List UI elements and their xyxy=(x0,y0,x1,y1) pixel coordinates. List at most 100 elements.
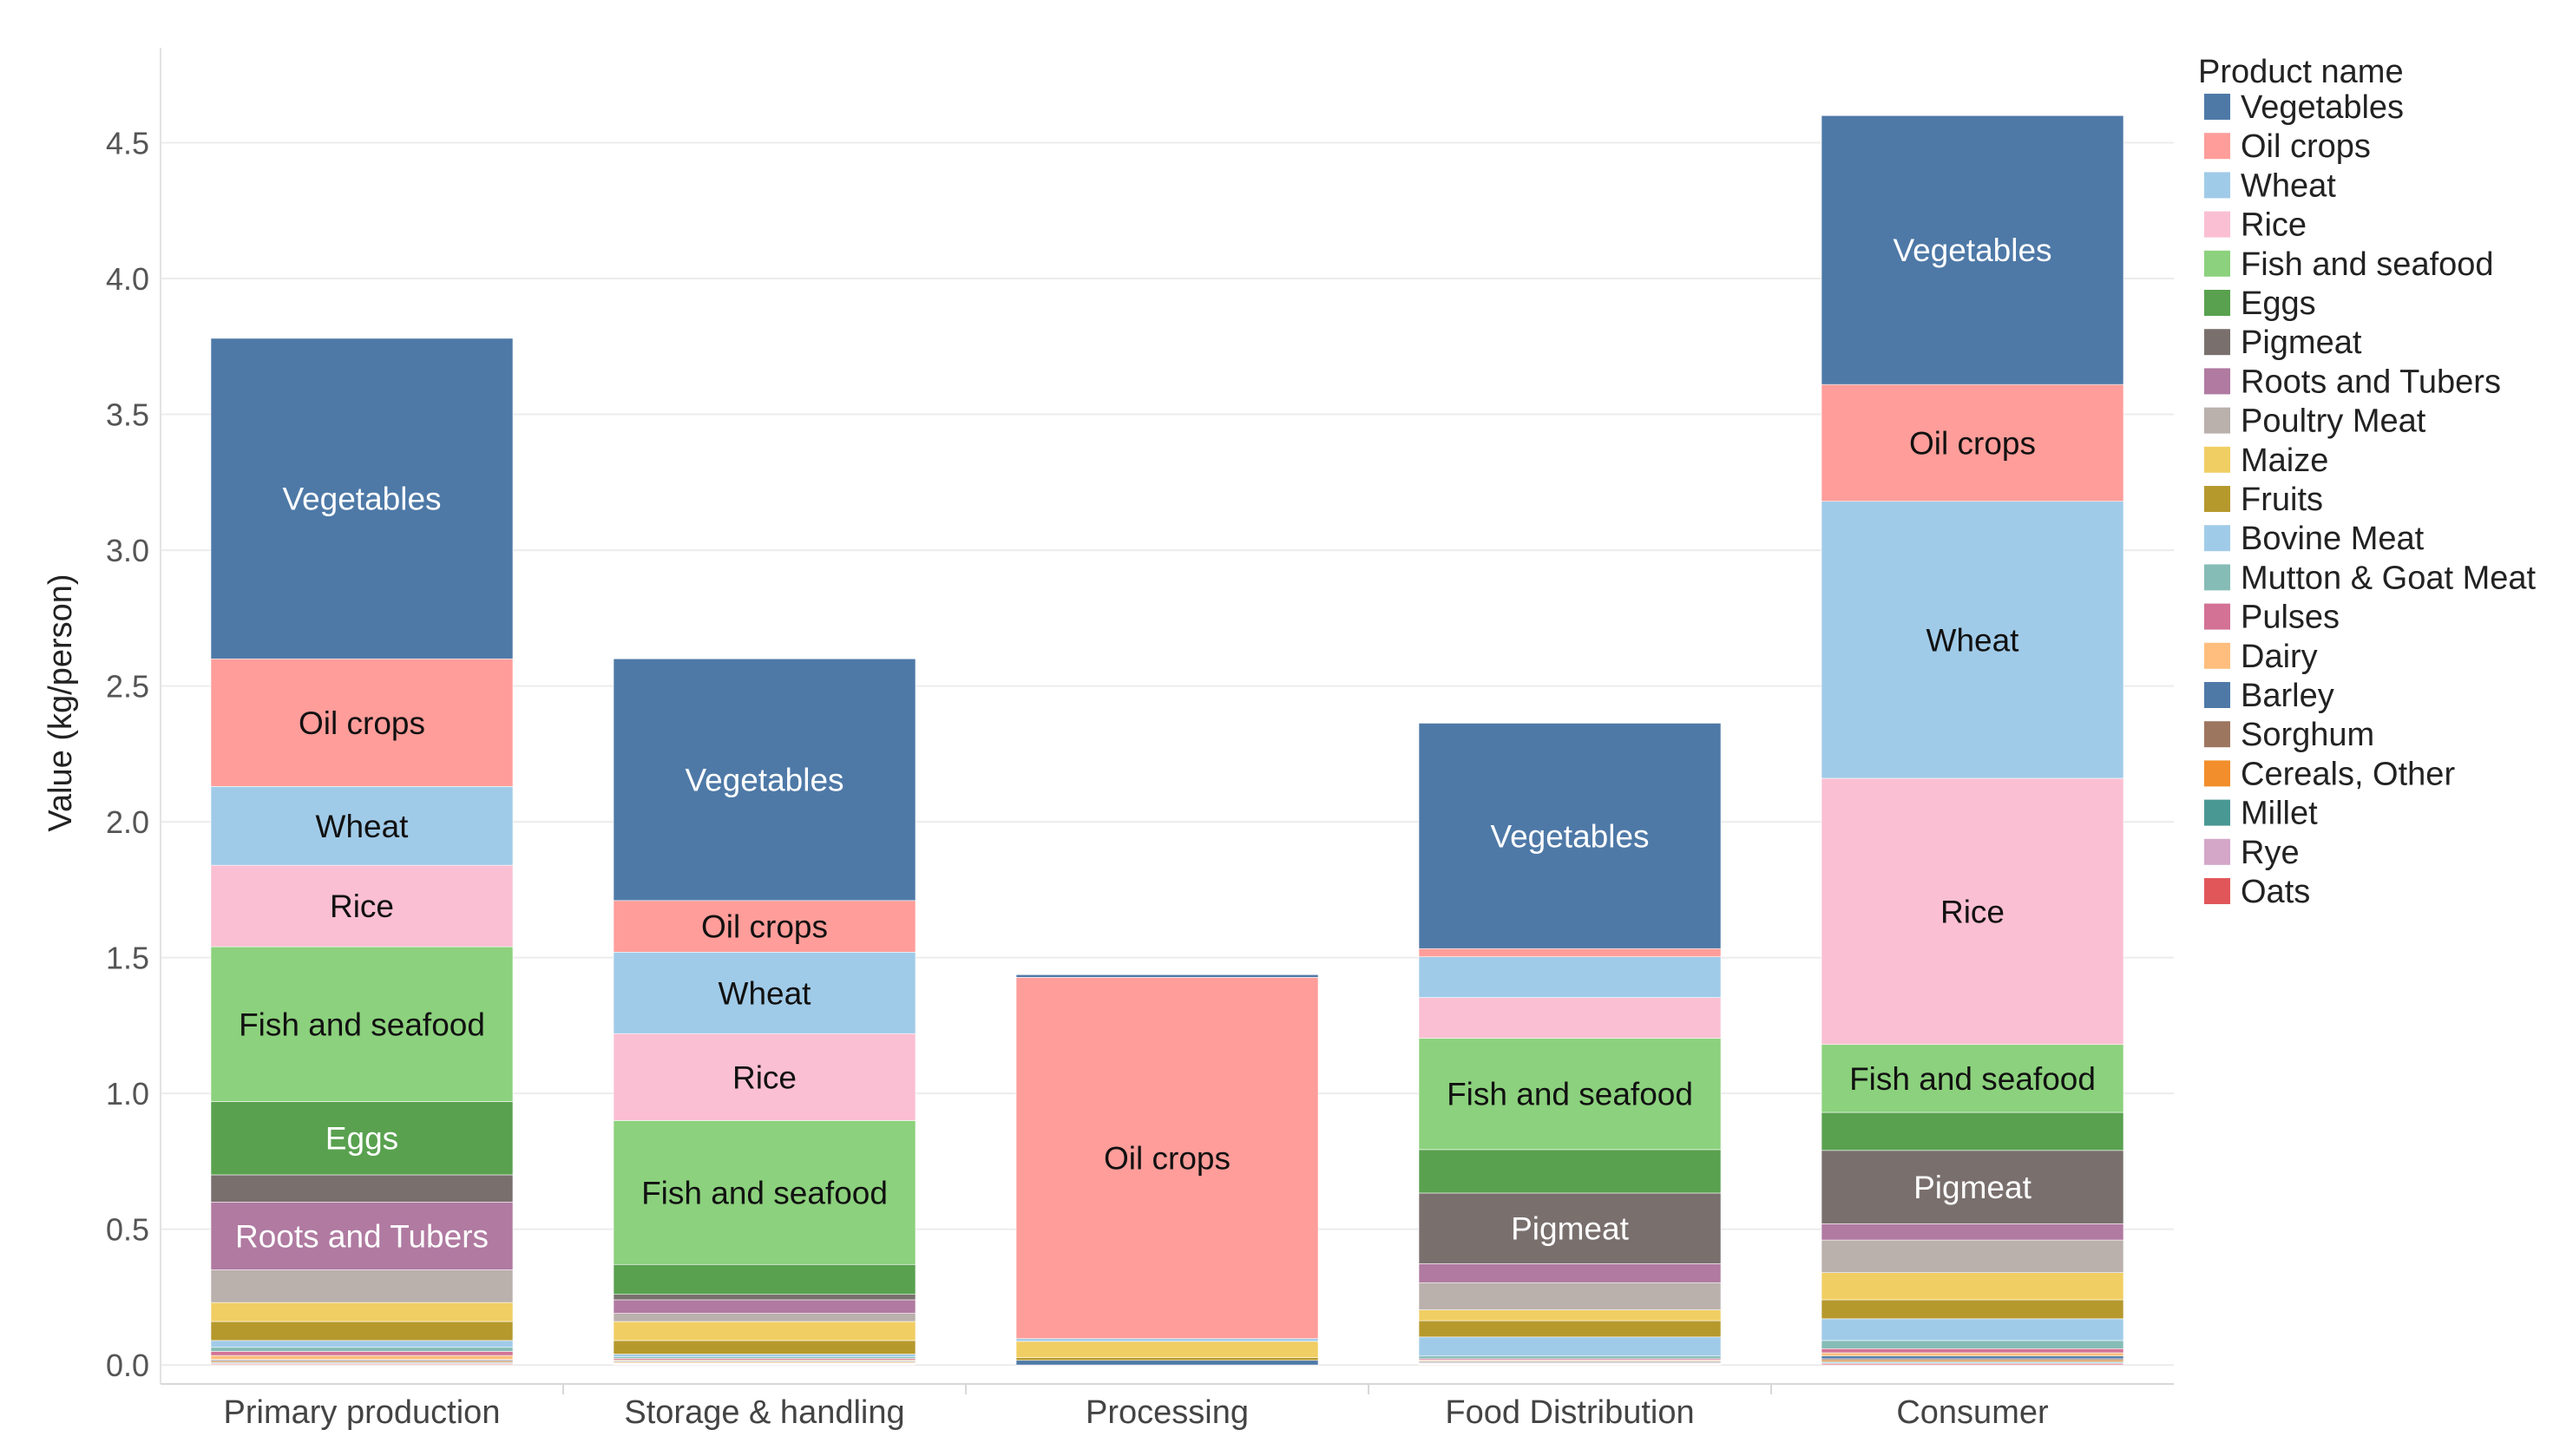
bar-segment-consumer-barley xyxy=(1821,1355,2124,1360)
bar-segment-processing-oil-crops xyxy=(1015,977,1319,1340)
bar-segment-consumer-bovine-meat xyxy=(1821,1318,2124,1341)
legend-label-roots-and-tubers: Roots and Tubers xyxy=(2241,364,2501,400)
legend-swatch-vegetables xyxy=(2204,94,2230,120)
segment-label: Wheat xyxy=(719,975,812,1011)
bar-segment-primary-production-fruits xyxy=(210,1321,514,1341)
legend-title: Product name xyxy=(2198,54,2404,90)
bar-segment-primary-production-maize xyxy=(210,1302,514,1322)
legend-swatch-barley xyxy=(2204,682,2230,708)
bar-segment-processing-barley xyxy=(1015,1360,1319,1366)
segment-label: Rice xyxy=(1940,894,2005,929)
bar-segment-primary-production-poultry-meat xyxy=(210,1269,514,1303)
segment-label: Fish and seafood xyxy=(641,1175,888,1210)
bar-segment-consumer-poultry-meat xyxy=(1821,1239,2124,1273)
bar-segment-food-distribution-oil-crops xyxy=(1418,948,1722,957)
segment-label: Vegetables xyxy=(1490,818,1649,854)
legend-swatch-roots-and-tubers xyxy=(2204,368,2230,395)
bar-segment-primary-production-fish-and-seafood xyxy=(210,946,514,1102)
legend-label-fruits: Fruits xyxy=(2241,482,2323,518)
legend-label-mutton-goat-meat: Mutton & Goat Meat xyxy=(2241,560,2536,596)
bar-segment-consumer-vegetables xyxy=(1821,115,2124,385)
legend-label-bovine-meat: Bovine Meat xyxy=(2241,521,2425,557)
segment-label: Wheat xyxy=(1926,622,2020,658)
bar-segment-processing-wheat xyxy=(1015,1338,1319,1342)
bar-segment-food-distribution-rice xyxy=(1418,997,1722,1039)
bar-segment-primary-production-dairy xyxy=(210,1354,514,1361)
bar-segment-primary-production-oil-crops xyxy=(210,658,514,787)
legend-swatch-oil-crops xyxy=(2204,133,2230,160)
segment-label: Pigmeat xyxy=(1913,1170,2031,1205)
legend-label-dairy: Dairy xyxy=(2241,639,2318,675)
bar-segment-primary-production-vegetables xyxy=(210,338,514,659)
legend-swatch-pulses xyxy=(2204,603,2230,630)
bar-segment-primary-production-pulses xyxy=(210,1351,514,1356)
segment-label: Oil crops xyxy=(299,705,425,741)
segment-label: Vegetables xyxy=(1893,233,2051,268)
legend-label-barley: Barley xyxy=(2241,678,2334,714)
segment-label: Fish and seafood xyxy=(1447,1077,1693,1112)
y-tick-label: 0.5 xyxy=(106,1212,149,1248)
legend-label-wheat: Wheat xyxy=(2241,167,2336,204)
legend-swatch-sorghum xyxy=(2204,721,2230,748)
bar-segment-consumer-oil-crops xyxy=(1821,384,2124,502)
bar-segment-food-distribution-vegetables xyxy=(1418,723,1722,949)
legend-swatch-pigmeat xyxy=(2204,329,2230,356)
legend-label-vegetables: Vegetables xyxy=(2241,89,2404,126)
bar-segment-consumer-maize xyxy=(1821,1272,2124,1301)
axis-layer: 0.0 0.5 1.0 1.5 2.0 2.5 3.0 3.5 4.0 4.5 xyxy=(106,48,161,1384)
bar-segment-storage-handling-fruits xyxy=(613,1340,916,1354)
y-tick-label: 2.5 xyxy=(106,669,149,705)
bar-segment-food-distribution-roots-and-tubers xyxy=(1418,1263,1722,1283)
bar-segment-storage-handling-vegetables xyxy=(613,658,916,902)
legend-swatch-rice xyxy=(2204,211,2230,238)
legend-swatch-rye xyxy=(2204,838,2230,865)
legend-label-pulses: Pulses xyxy=(2241,600,2340,636)
x-tick-label: Storage & handling xyxy=(624,1394,904,1431)
y-tick-label: 3.5 xyxy=(106,397,149,433)
segment-label: Wheat xyxy=(316,809,410,844)
bar-segment-food-distribution-fruits xyxy=(1418,1320,1722,1338)
bar-segment-food-distribution-pigmeat xyxy=(1418,1192,1722,1264)
segment-label: Vegetables xyxy=(282,482,441,517)
legend-label-oil-crops: Oil crops xyxy=(2241,128,2371,165)
bar-segment-storage-handling-maize xyxy=(613,1321,916,1341)
legend-swatch-mutton-goat-meat xyxy=(2204,564,2230,591)
bar-segment-primary-production-roots-and-tubers xyxy=(210,1201,514,1270)
legend-swatch-maize xyxy=(2204,446,2230,473)
segment-labels-layer: Vegetables Oil crops Wheat Rice Fish and sea… xyxy=(235,233,2096,1254)
bar-segment-consumer-fruits xyxy=(1821,1299,2124,1320)
legend-label-fish-and-seafood: Fish and seafood xyxy=(2241,246,2494,283)
bar-segment-consumer-fish-and-seafood xyxy=(1821,1044,2124,1113)
segment-label: Roots and Tubers xyxy=(235,1218,489,1254)
segment-label: Oil crops xyxy=(1909,425,2036,461)
legend-swatch-oats xyxy=(2204,878,2230,904)
y-axis-title: Value (kg/person) xyxy=(43,574,79,831)
y-tick-label: 2.0 xyxy=(106,804,149,840)
bar-segment-storage-handling-bovine-meat xyxy=(613,1354,916,1357)
legend-label-oats: Oats xyxy=(2241,874,2310,910)
bar-segment-food-distribution-bovine-meat xyxy=(1418,1336,1722,1357)
segment-label: Oil crops xyxy=(1104,1141,1231,1177)
bar-segment-consumer-rice xyxy=(1821,777,2124,1046)
y-tick-label: 3.0 xyxy=(106,533,149,568)
x-tick-label: Processing xyxy=(1086,1394,1249,1431)
bar-segment-storage-handling-poultry-meat xyxy=(613,1313,916,1322)
x-tick-label: Consumer xyxy=(1896,1394,2049,1431)
bar-segment-food-distribution-mutton-goat-meat xyxy=(1418,1355,1722,1360)
y-tick-label: 4.5 xyxy=(106,126,149,161)
legend-label-pigmeat: Pigmeat xyxy=(2241,325,2362,361)
legend-label-eggs: Eggs xyxy=(2241,285,2316,322)
bar-segment-consumer-mutton-goat-meat xyxy=(1821,1340,2124,1349)
segment-label: Eggs xyxy=(325,1121,398,1157)
bar-segment-food-distribution-fish-and-seafood xyxy=(1418,1038,1722,1151)
legend-swatch-eggs xyxy=(2204,290,2230,316)
bar-segment-consumer-eggs xyxy=(1821,1112,2124,1151)
bar-segment-primary-production-wheat xyxy=(210,786,514,866)
legend-swatch-cereals-other xyxy=(2204,760,2230,787)
bar-segment-primary-production-bovine-meat xyxy=(210,1340,514,1348)
segment-label: Oil crops xyxy=(701,909,828,945)
segment-label: Fish and seafood xyxy=(1849,1061,2096,1097)
bar-segment-food-distribution-wheat xyxy=(1418,956,1722,998)
bars-layer xyxy=(210,115,2124,1366)
